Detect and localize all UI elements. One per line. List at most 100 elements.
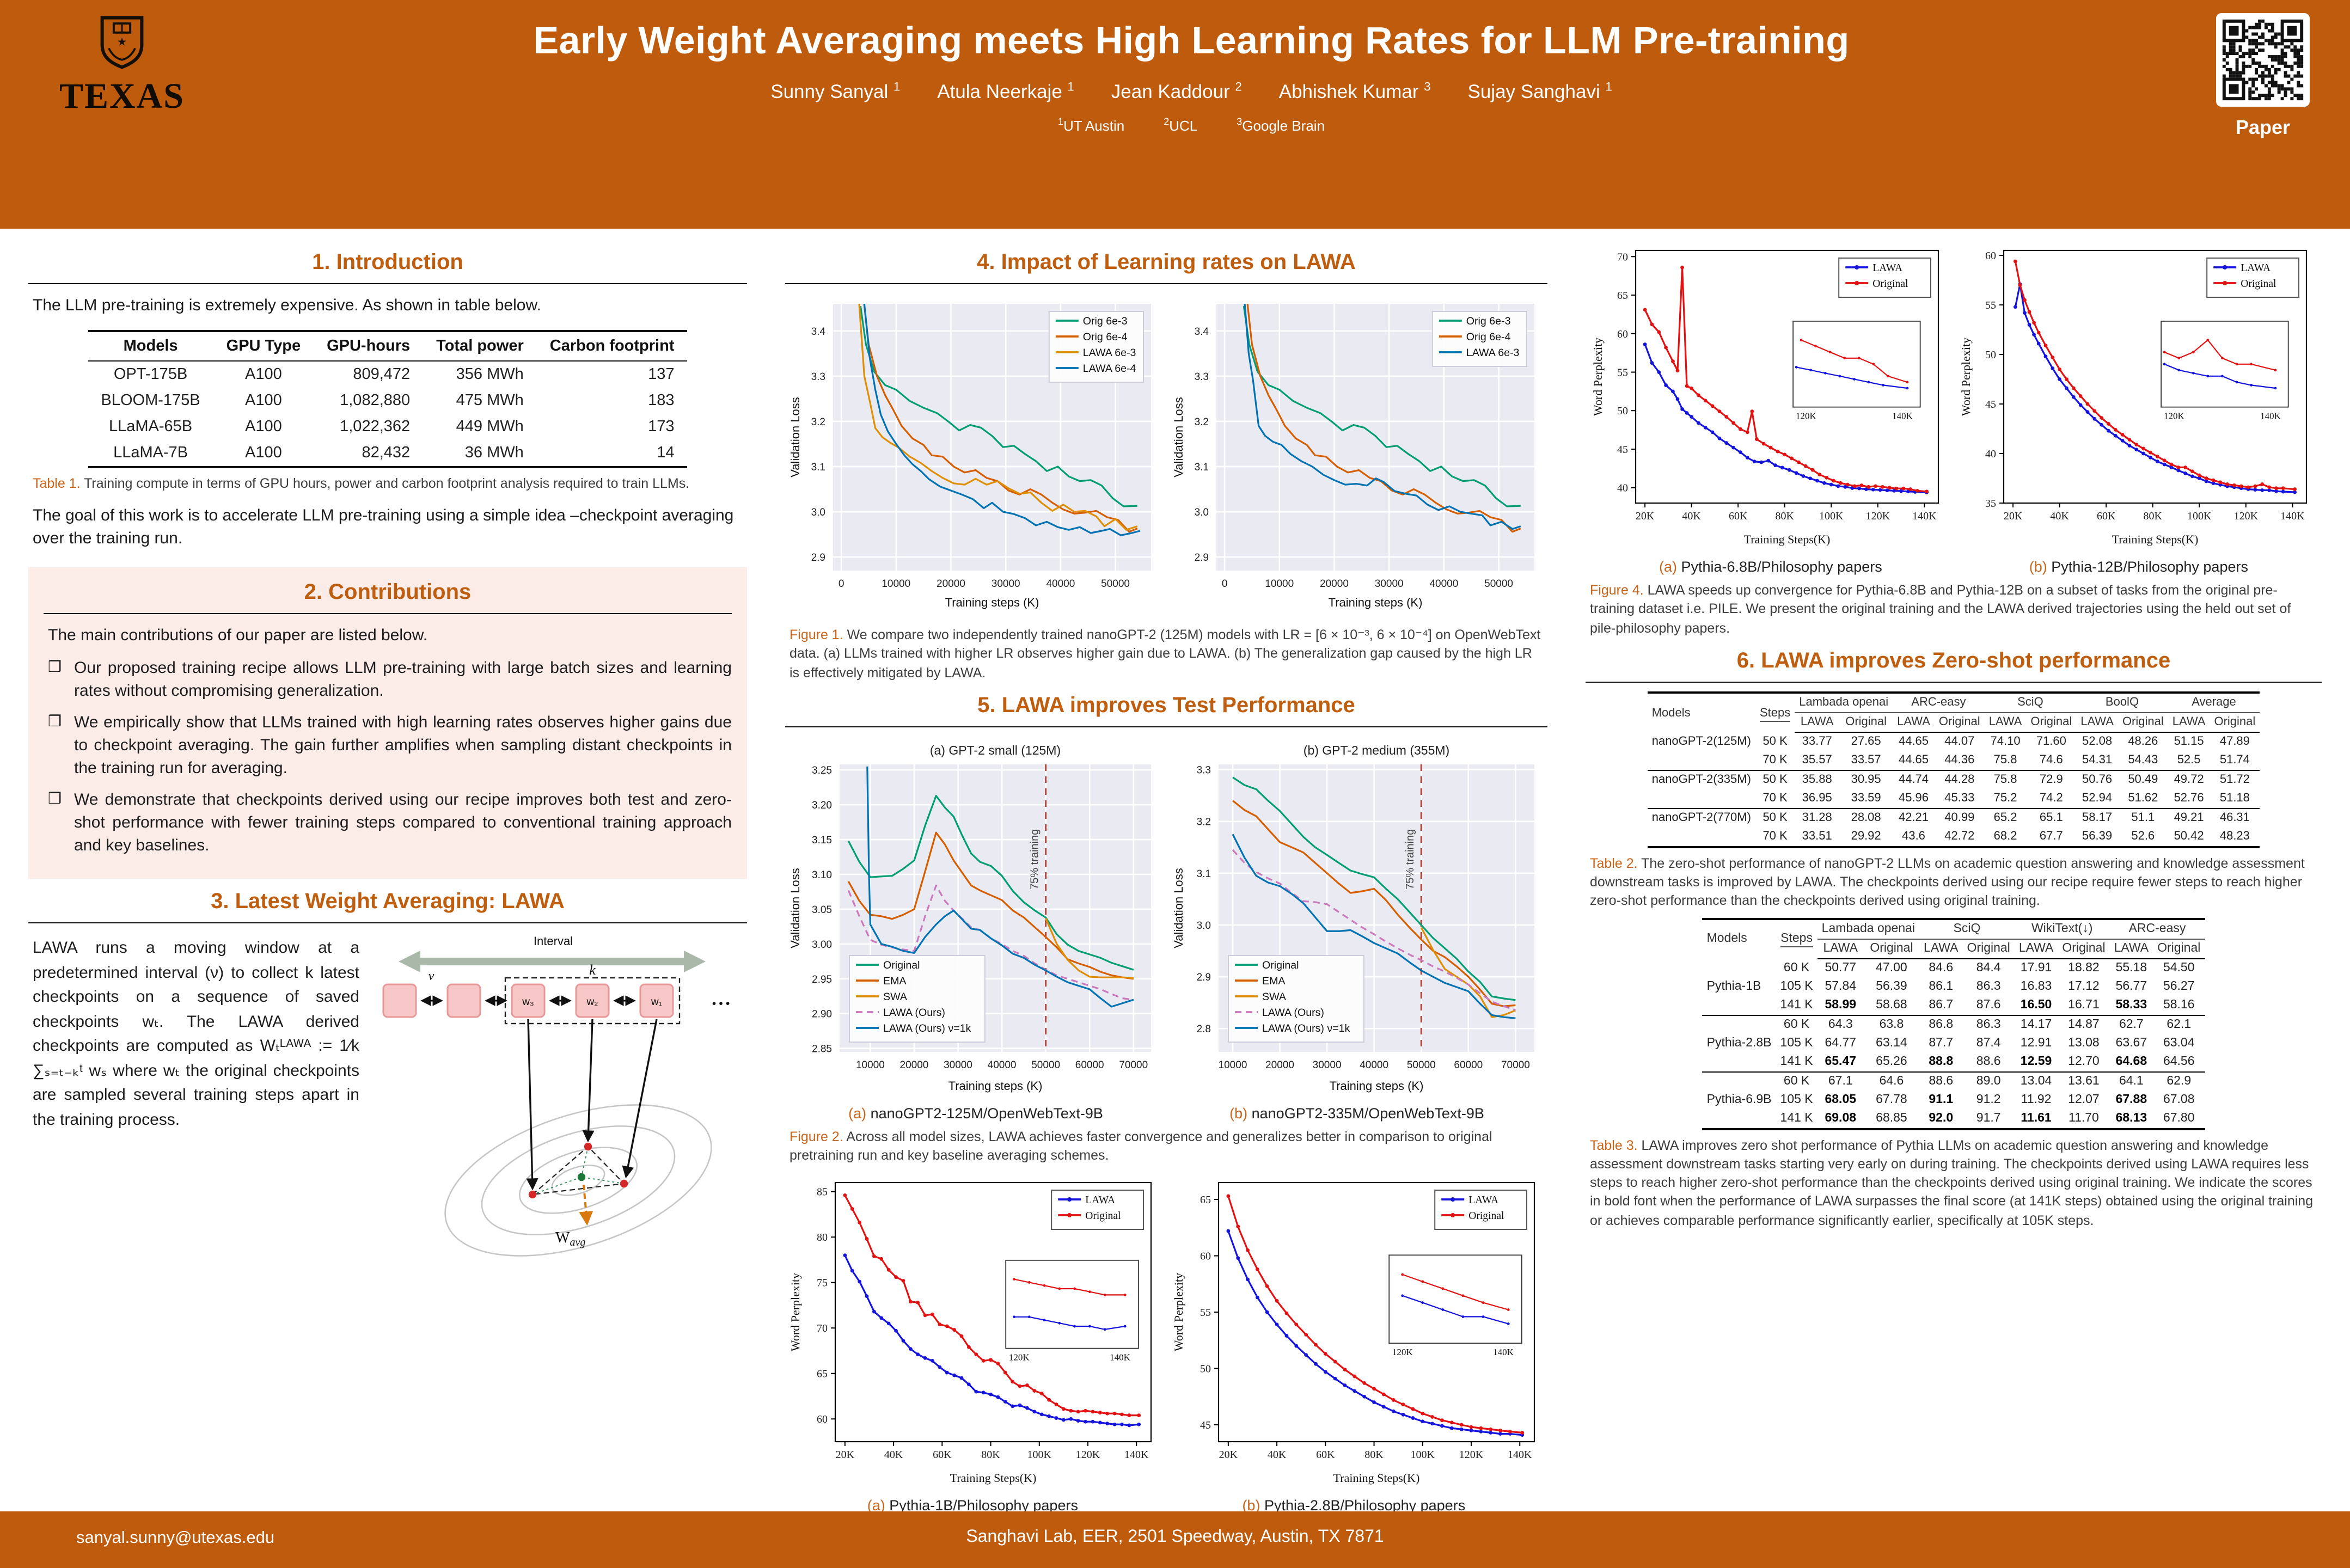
table2-caption-label: Table 2. xyxy=(1590,855,1638,871)
chart-fig4a: 20K 40K 60K 80K 100K 120K 140K 40 45 50 55 60 65 70 Tr… xyxy=(1590,240,1949,556)
svg-text:w₃: w₃ xyxy=(522,997,534,1008)
column-subheader: LAWA xyxy=(2168,712,2210,733)
svg-text:LAWA: LAWA xyxy=(1468,1195,1498,1206)
svg-text:120K: 120K xyxy=(1076,1449,1100,1461)
column-subheader: Original xyxy=(2058,939,2110,959)
metric-value: 50.42 xyxy=(2174,830,2204,843)
svg-text:80: 80 xyxy=(817,1232,828,1244)
svg-text:LAWA 6e-3: LAWA 6e-3 xyxy=(1466,347,1520,359)
metric-value: 35.88 xyxy=(1795,769,1840,789)
svg-text:2.9: 2.9 xyxy=(811,552,825,564)
steps-value: 141 K xyxy=(1780,1055,1813,1068)
svg-text:Training steps (K): Training steps (K) xyxy=(948,1079,1043,1093)
task-group-header: SciQ xyxy=(1919,918,2015,939)
metric-value: 52.6 xyxy=(2131,830,2155,843)
contribution-text: We demonstrate that checkpoints derived … xyxy=(74,791,732,855)
svg-text:70: 70 xyxy=(1617,251,1628,263)
metric-value: 62.9 xyxy=(2153,1071,2205,1091)
metric-value: 13.61 xyxy=(2058,1071,2110,1091)
steps-value: 105 K xyxy=(1780,1037,1813,1050)
svg-text:EMA: EMA xyxy=(883,975,907,987)
svg-text:Word Perplexity: Word Perplexity xyxy=(1959,338,1973,416)
metric-value: 64.3 xyxy=(1817,1014,1864,1034)
model-name: nanoGPT-2(770M) xyxy=(1647,807,1755,847)
metric-value: 58.68 xyxy=(1876,999,1907,1012)
figure2-caption-text: Across all model sizes, LAWA achieves fa… xyxy=(790,1129,1492,1163)
svg-text:55: 55 xyxy=(1200,1307,1211,1319)
metric-value: 56.39 xyxy=(1876,980,1907,993)
svg-text:3.1: 3.1 xyxy=(811,462,825,473)
table-row: nanoGPT-2(125M) 50 K 33.77 27.65 44.65 44.07 7… xyxy=(1648,732,2260,751)
metric-value: 64.56 xyxy=(2163,1055,2195,1068)
metric-value: 44.36 xyxy=(1944,754,1975,767)
cell: 809,472 xyxy=(353,366,411,384)
metric-value: 49.72 xyxy=(2168,769,2210,789)
metric-value: 63.8 xyxy=(1863,1014,1920,1034)
svg-text:40K: 40K xyxy=(884,1449,903,1461)
metric-value: 51.18 xyxy=(2219,792,2250,805)
svg-text:20K: 20K xyxy=(1219,1449,1238,1461)
svg-text:Original: Original xyxy=(1872,278,1908,290)
cell: 356 MWh xyxy=(456,366,524,384)
chart-fig1a: 0 10000 20000 30000 40000 50000 2.9 3.0 3.1 3.2 3.… xyxy=(787,293,1162,620)
svg-text:Orig 6e-4: Orig 6e-4 xyxy=(1466,331,1511,343)
svg-text:LAWA 6e-3: LAWA 6e-3 xyxy=(1083,347,1136,359)
table-row: Pythia-1B 60 K 50.77 47.00 84.6 84.4 17.91 18.8… xyxy=(1703,958,2205,993)
steps-value: 105 K xyxy=(1780,980,1813,993)
figure1-caption-text: We compare two independently trained nan… xyxy=(790,627,1541,680)
metric-value: 88.6 xyxy=(1976,1055,2001,1068)
heading-rule xyxy=(785,283,1547,284)
metric-value: 71.60 xyxy=(2036,735,2066,749)
svg-text:Interval: Interval xyxy=(534,935,573,948)
svg-text:Training steps (K): Training steps (K) xyxy=(945,596,1039,609)
metric-value: 14.87 xyxy=(2058,1014,2110,1034)
model-name: Pythia-2.8B xyxy=(1702,1014,1776,1071)
svg-text:120K: 120K xyxy=(1796,411,1817,421)
svg-text:Training Steps(K): Training Steps(K) xyxy=(1744,532,1831,546)
table-row: 141 K 58.99 58.68 86.7 87.6 16.50 16.71 58.33 58… xyxy=(1703,996,2205,1015)
chart-fig3a: 20K 40K 60K 80K 100K 120K 140K 60 65 70 75 80 85 Trai… xyxy=(787,1172,1162,1496)
steps-value: 60 K xyxy=(1776,1071,1817,1091)
svg-text:Word Perplexity: Word Perplexity xyxy=(1591,338,1605,416)
metric-value: 84.4 xyxy=(1976,961,2001,975)
svg-text:120K: 120K xyxy=(2164,411,2185,421)
author-name: Sunny Sanyal 1 xyxy=(770,81,901,102)
metric-value: 49.21 xyxy=(2168,807,2210,828)
metric-value: 33.57 xyxy=(1851,754,1881,767)
metric-value: 92.0 xyxy=(1929,1112,1954,1125)
metric-value: 12.59 xyxy=(2020,1055,2052,1068)
column-subheader: LAWA xyxy=(2109,939,2153,959)
svg-text:3.10: 3.10 xyxy=(812,869,832,880)
svg-text:3.1: 3.1 xyxy=(1195,462,1209,473)
metric-value: 17.91 xyxy=(2020,961,2052,975)
svg-text:40K: 40K xyxy=(2050,510,2069,522)
svg-text:20000: 20000 xyxy=(1320,578,1349,590)
cell: BLOOM-175B xyxy=(101,392,200,410)
table-zeroshot-pythia: Models Steps Lambada openai SciQ WikiText(↓)… xyxy=(1702,917,2205,1130)
steps-value: 70 K xyxy=(1763,754,1788,767)
metric-value: 44.74 xyxy=(1893,769,1935,789)
authors-line: Sunny Sanyal 1 Atula Neerkaje 1 Jean Kaddo… xyxy=(207,81,2176,103)
column-header: GPU-hours xyxy=(314,331,424,362)
metric-value: 13.08 xyxy=(2068,1037,2100,1050)
svg-text:60: 60 xyxy=(1200,1251,1211,1263)
section-4-heading: 4. Impact of Learning rates on LAWA xyxy=(977,250,1356,274)
column-header: Total power xyxy=(423,331,537,362)
svg-text:80K: 80K xyxy=(1364,1449,1384,1461)
column-introduction: 1. Introduction The LLM pre-training is … xyxy=(28,240,747,1511)
table-row: 70 K 36.95 33.59 45.96 45.33 75.2 74.2 52.94 51.… xyxy=(1648,789,2260,808)
metric-value: 29.92 xyxy=(1851,830,1881,843)
svg-text:Training Steps(K): Training Steps(K) xyxy=(2112,532,2199,546)
svg-text:40K: 40K xyxy=(1682,510,1701,522)
svg-text:3.3: 3.3 xyxy=(1195,371,1209,383)
chart-fig4b: 20K 40K 60K 80K 100K 120K 140K 35 40 45 50 55 60 Trai… xyxy=(1958,240,2317,556)
column-subheader: LAWA xyxy=(1893,712,1935,733)
svg-text:Validation Loss: Validation Loss xyxy=(788,397,802,477)
column-subheader: Original xyxy=(2026,712,2077,733)
svg-text:70000: 70000 xyxy=(1119,1059,1148,1071)
cell: 14 xyxy=(657,444,675,462)
svg-text:(b) GPT-2 medium (355M): (b) GPT-2 medium (355M) xyxy=(1303,743,1449,757)
svg-text:140K: 140K xyxy=(1110,1352,1131,1363)
svg-text:Original: Original xyxy=(2241,278,2276,290)
figure2-caption-label: Figure 2. xyxy=(790,1129,843,1144)
